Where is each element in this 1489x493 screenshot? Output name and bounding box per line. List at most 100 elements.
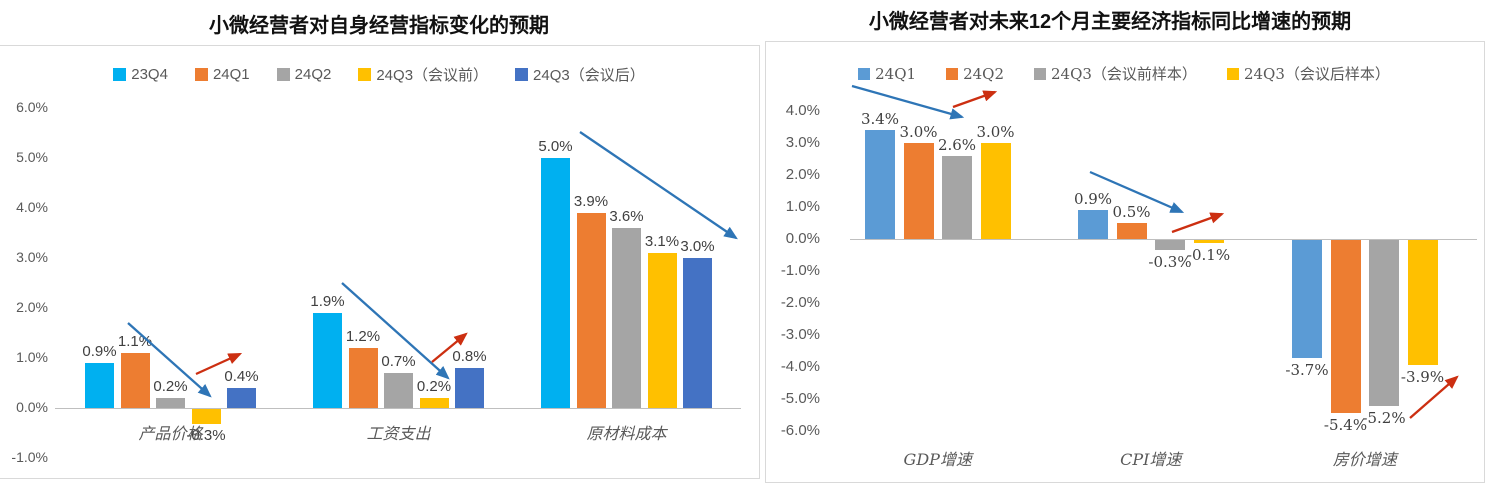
bar-value-label: 0.9% — [1073, 190, 1113, 209]
bar — [942, 155, 972, 239]
trend-arrow-up-icon — [195, 352, 243, 376]
legend: 23Q4 24Q1 24Q2 24Q3（会议前） 24Q3（会议后） — [0, 64, 758, 85]
bar-value-label: 3.6% — [609, 208, 644, 225]
y-axis-tick-label: 1.0% — [16, 349, 48, 365]
legend-color-swatch-icon — [1034, 67, 1046, 80]
bar-value-label: 0.7% — [381, 353, 416, 370]
bar-value-label: -5.4% — [1323, 415, 1368, 434]
y-axis-tick-label: 2.0% — [16, 299, 48, 315]
bar-value-label: 0.5% — [1112, 203, 1151, 221]
legend-series-label: 24Q2 — [963, 64, 1004, 83]
bar-value-label: 0.4% — [224, 368, 259, 385]
bar-value-label: -5.2% — [1362, 409, 1406, 428]
bar — [1292, 240, 1322, 359]
bar — [85, 363, 114, 408]
legend-series-label: 24Q3（会议后样本） — [1243, 65, 1390, 83]
trend-arrow-down-icon — [341, 282, 450, 380]
bar-value-label: -0.3% — [186, 427, 226, 444]
right-chart-title: 小微经营者对未来12个月主要经济指标同比增速的预期 — [868, 11, 1352, 33]
y-axis-tick-label: 0.0% — [785, 230, 820, 247]
bar-value-label: -3.7% — [1285, 361, 1329, 380]
y-axis-tick-label: 3.0% — [785, 134, 820, 151]
bar — [1369, 240, 1399, 407]
bar-value-label: 1.9% — [310, 293, 345, 310]
bar-value-label: 5.0% — [538, 138, 573, 155]
trend-arrow-down-icon — [1089, 170, 1185, 214]
bar-value-label: 0.2% — [153, 378, 188, 395]
category-label: 房价增速 — [1332, 450, 1397, 469]
bar-value-label: 3.0% — [899, 123, 938, 141]
x-axis-line — [55, 408, 741, 409]
y-axis-tick-label: 2.0% — [785, 166, 820, 183]
bar-value-label: -3.9% — [1400, 367, 1445, 386]
x-axis-line — [850, 239, 1477, 240]
legend-item: 24Q2 — [276, 66, 331, 83]
bar — [227, 388, 256, 408]
bar — [1407, 240, 1438, 365]
bar — [455, 368, 484, 408]
legend-item: 24Q1 — [858, 65, 916, 83]
trend-arrow-down-icon — [127, 322, 212, 398]
trend-arrow-up-icon — [1409, 375, 1459, 419]
bar — [576, 213, 606, 408]
bar — [647, 253, 677, 408]
category-label: CPI增速 — [1120, 450, 1182, 469]
bar-value-label: 0.8% — [452, 348, 487, 365]
legend-series-label: 24Q1 — [212, 66, 250, 83]
bar — [348, 348, 378, 408]
category-label: 原材料成本 — [586, 424, 667, 443]
legend-item: 24Q3（会议前） — [358, 64, 488, 85]
bar-value-label: 2.6% — [937, 135, 977, 154]
legend-color-swatch-icon — [358, 68, 372, 81]
legend-series-label: 24Q3（会议后） — [533, 67, 645, 84]
legend-series-label: 24Q3（会议前样本） — [1051, 65, 1197, 83]
bar-value-label: 3.4% — [860, 110, 900, 129]
bar — [865, 130, 895, 239]
legend-item: 24Q1 — [194, 66, 250, 83]
y-axis-tick-label: 4.0% — [785, 102, 820, 119]
legend-color-swatch-icon — [946, 67, 959, 80]
trend-arrow-up-icon — [1171, 212, 1225, 234]
legend-color-swatch-icon — [113, 68, 127, 81]
legend-item: 23Q4 — [113, 66, 168, 83]
legend-color-swatch-icon — [1226, 67, 1239, 80]
bar-value-label: -0.3% — [1148, 252, 1192, 271]
legend-series-label: 24Q3（会议前） — [376, 67, 489, 84]
bar-value-label: 3.0% — [976, 123, 1015, 141]
trend-arrow-down-icon — [851, 84, 965, 120]
y-axis-tick-label: 5.0% — [16, 149, 48, 165]
y-axis-tick-label: 6.0% — [16, 99, 48, 115]
bar-value-label: 1.2% — [345, 328, 381, 345]
y-axis-tick-label: -5.0% — [780, 390, 820, 407]
bar — [1155, 240, 1185, 250]
bar-value-label: 3.0% — [680, 238, 715, 255]
legend-item: 24Q3（会议后样本） — [1226, 63, 1390, 84]
bar — [1116, 223, 1147, 239]
bar-value-label: 0.9% — [82, 343, 117, 360]
y-axis-tick-label: -6.0% — [780, 422, 820, 439]
bar-value-label: 0.2% — [416, 378, 452, 395]
bar — [384, 373, 413, 408]
legend-item: 24Q3（会议前样本） — [1034, 63, 1197, 84]
right-chart-panel — [765, 41, 1485, 483]
y-axis-tick-label: -3.0% — [780, 326, 820, 343]
y-axis-tick-label: 1.0% — [785, 198, 820, 215]
y-axis-tick-label: -1.0% — [11, 449, 48, 465]
legend-color-swatch-icon — [858, 67, 871, 80]
bar — [156, 398, 185, 408]
bar — [191, 409, 221, 424]
legend: 24Q1 24Q2 24Q3（会议前样本） 24Q3（会议后样本） — [765, 63, 1483, 84]
y-axis-tick-label: 0.0% — [16, 399, 48, 415]
y-axis-tick-label: 4.0% — [16, 199, 48, 215]
trend-arrow-up-icon — [952, 90, 998, 109]
bar — [541, 158, 570, 408]
bar — [1193, 240, 1224, 244]
trend-arrow-up-icon — [431, 332, 468, 363]
category-label: 工资支出 — [366, 424, 431, 443]
y-axis-tick-label: 3.0% — [16, 249, 48, 265]
bar-value-label: -0.1% — [1186, 246, 1231, 265]
bar-value-label: 3.1% — [644, 233, 680, 250]
legend-color-swatch-icon — [515, 68, 529, 81]
bar — [1078, 210, 1108, 239]
